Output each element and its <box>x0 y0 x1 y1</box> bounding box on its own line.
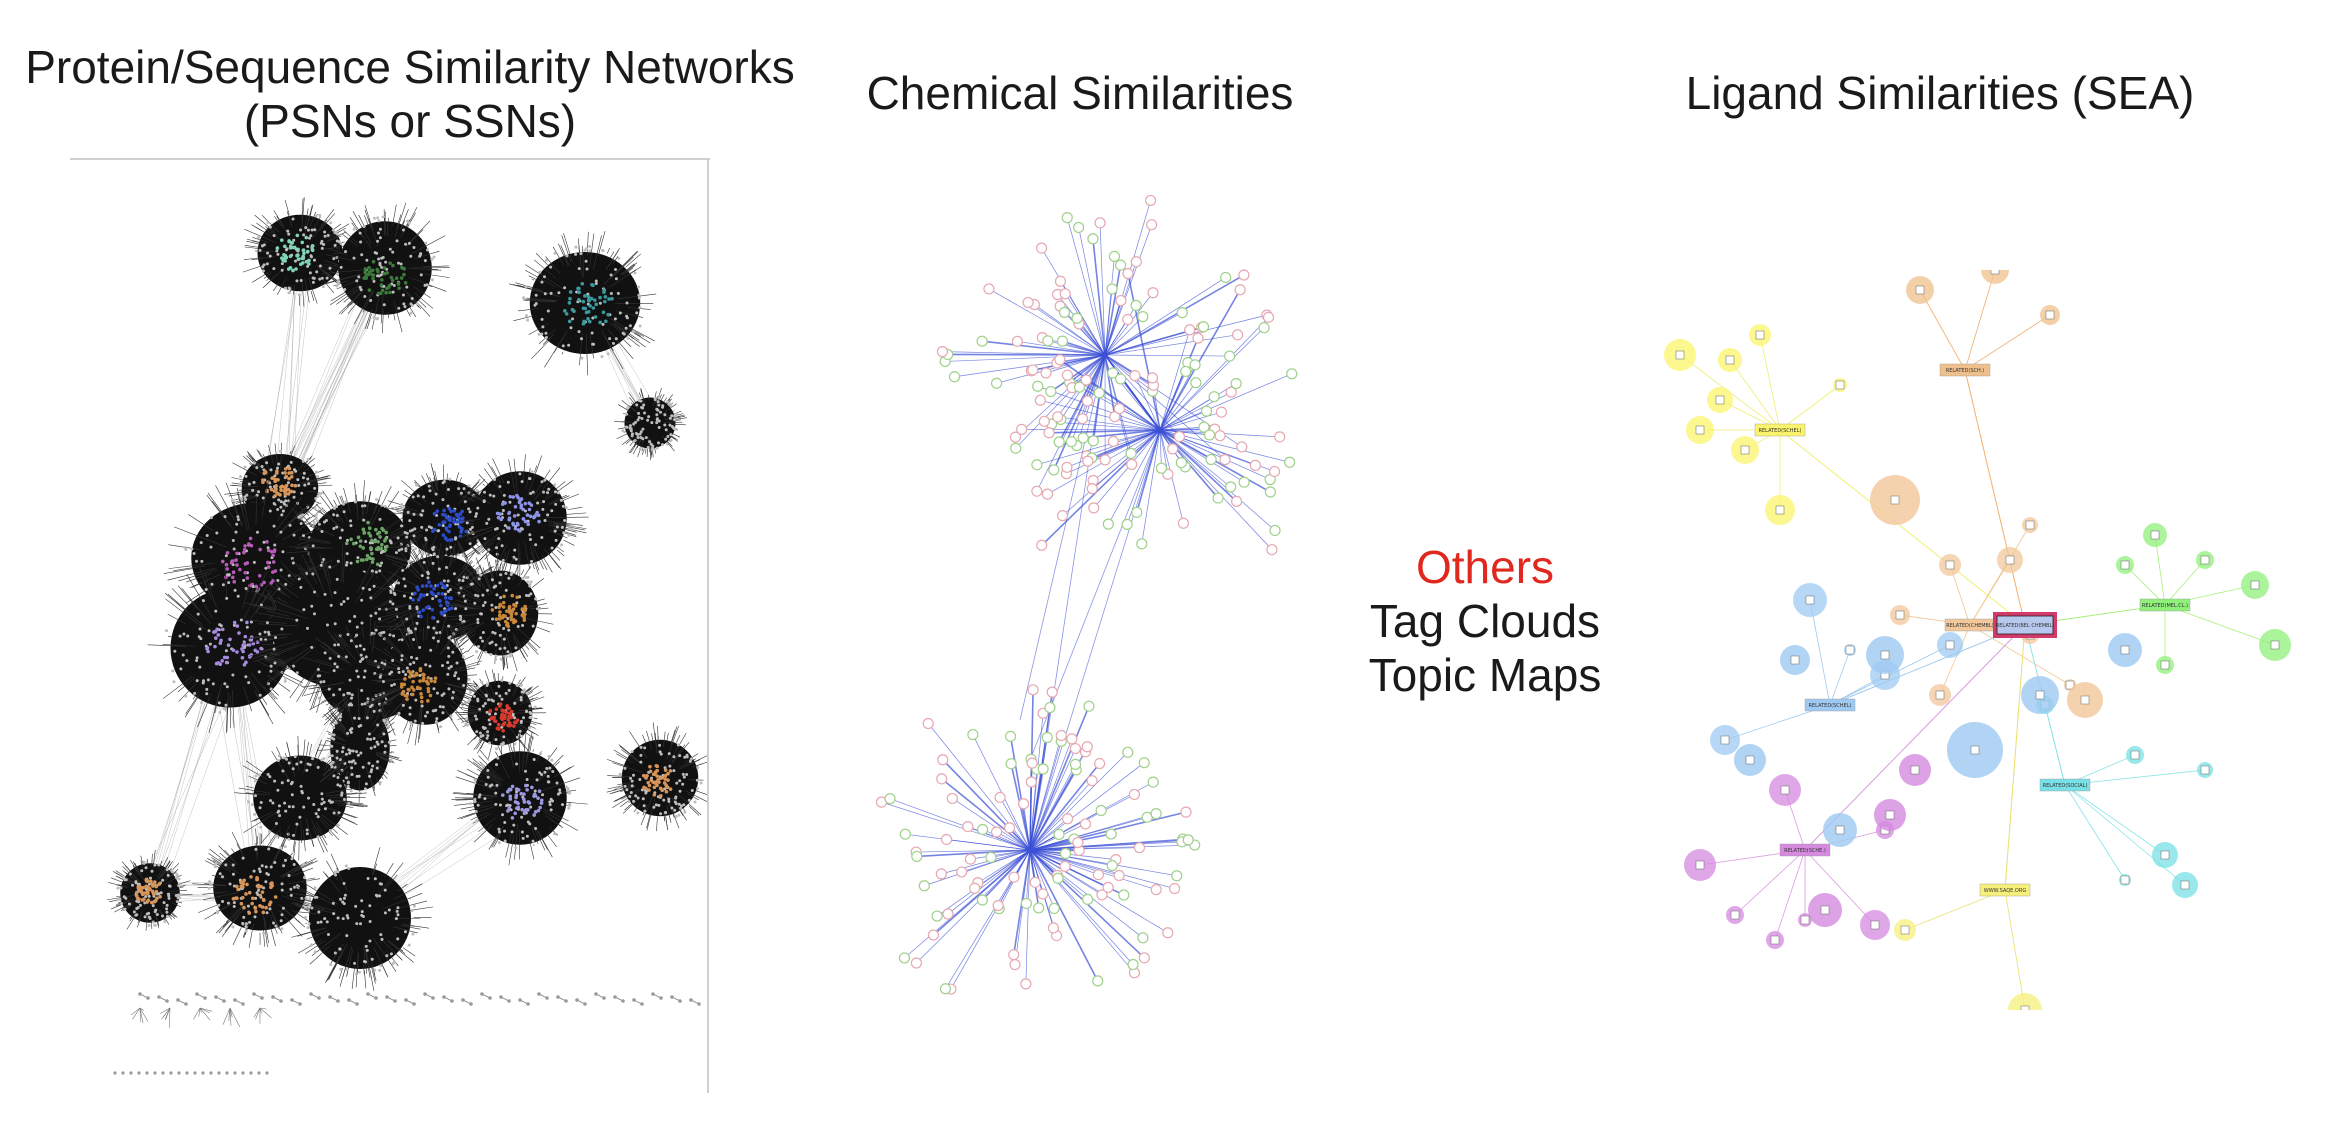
psn-cluster <box>107 849 193 931</box>
ligand-hub-label: RELATED(SCHEL) <box>1759 428 1802 434</box>
psn-cluster <box>451 731 588 866</box>
psn-small-clusters <box>113 992 701 1075</box>
others-item-topic-maps: Topic Maps <box>1368 649 1602 701</box>
psn-cluster <box>606 722 708 832</box>
psn-cluster <box>456 454 589 586</box>
psn-title: Protein/Sequence Similarity Networks (PS… <box>20 40 800 148</box>
chemical-network-graph <box>875 194 1298 995</box>
ligand-hub: RELATED(SCHEL) <box>1754 423 1806 437</box>
psn-cluster <box>509 231 657 376</box>
ligand-hub-label: RELATED(SCHE.) <box>1784 848 1826 854</box>
ligand-hub: RELATED(MEL.CL.) <box>2139 598 2191 612</box>
ligand-network-panel: RELATED(SCHEL) RELATED(SCH.) RELATED(MEL.C… <box>1660 256 2320 1027</box>
ligand-network-graph: RELATED(SCHEL) RELATED(SCH.) RELATED(MEL.C… <box>1664 256 2291 1027</box>
psn-cluster <box>614 387 687 461</box>
chemical-network-panel <box>850 160 1360 1060</box>
ligand-hub-label: WWW.SAQE.ORG <box>1984 888 2027 894</box>
psn-frame-right <box>707 158 709 1093</box>
psn-network-graph <box>107 197 708 1075</box>
psn-cluster <box>317 687 402 803</box>
psn-cluster <box>192 828 324 948</box>
chemical-nodes <box>875 194 1298 995</box>
ligand-hub-label: RELATED(SOCIAL) <box>2043 783 2088 789</box>
psn-title-line2: (PSNs or SSNs) <box>243 95 577 147</box>
psn-cluster <box>291 847 434 991</box>
ligand-hub-label: RELATED(SCH.) <box>1946 368 1985 374</box>
psn-cluster <box>320 202 450 334</box>
ligand-center-hub: RELATED(BEL CHEMBL) <box>1993 612 2057 638</box>
ligand-hub-label: RELATED(MEL.CL.) <box>2142 603 2188 609</box>
psn-network-panel <box>70 158 710 1093</box>
ligand-edges <box>1679 269 2276 1011</box>
ligand-hub: RELATED(SCHEL) <box>1804 698 1856 712</box>
ligand-hub: RELATED(CHEMBL) <box>1944 618 1996 632</box>
ligand-hub: RELATED(SCH.) <box>1939 363 1991 377</box>
ligand-center-label: RELATED(BEL CHEMBL) <box>1996 623 2054 629</box>
psn-cluster <box>234 735 368 861</box>
chemical-title: Chemical Similarities <box>866 67 1294 119</box>
ligand-hub: RELATED(SOCIAL) <box>2039 778 2091 792</box>
ligand-hub-label: RELATED(CHEMBL) <box>1946 623 1994 629</box>
others-heading: Others <box>1415 541 1555 593</box>
psn-frame-top <box>70 158 710 160</box>
others-item-tag-clouds: Tag Clouds <box>1369 595 1601 647</box>
others-list: Others Tag Clouds Topic Maps <box>1350 540 1620 702</box>
psn-cluster <box>365 612 482 746</box>
psn-cluster <box>444 550 554 672</box>
psn-cluster <box>242 197 356 307</box>
ligand-hub: WWW.SAQE.ORG <box>1979 883 2031 897</box>
psn-title-line1: Protein/Sequence Similarity Networks <box>25 41 795 93</box>
ligand-hub-label: RELATED(SCHEL) <box>1809 703 1852 709</box>
psn-cluster <box>455 669 547 759</box>
ligand-nodes: RELATED(SCHEL) RELATED(SCH.) RELATED(MEL.C… <box>1664 256 2291 1027</box>
ligand-title: Ligand Similarities (SEA) <box>1685 67 2195 119</box>
ligand-hub: RELATED(SCHE.) <box>1779 843 1831 857</box>
